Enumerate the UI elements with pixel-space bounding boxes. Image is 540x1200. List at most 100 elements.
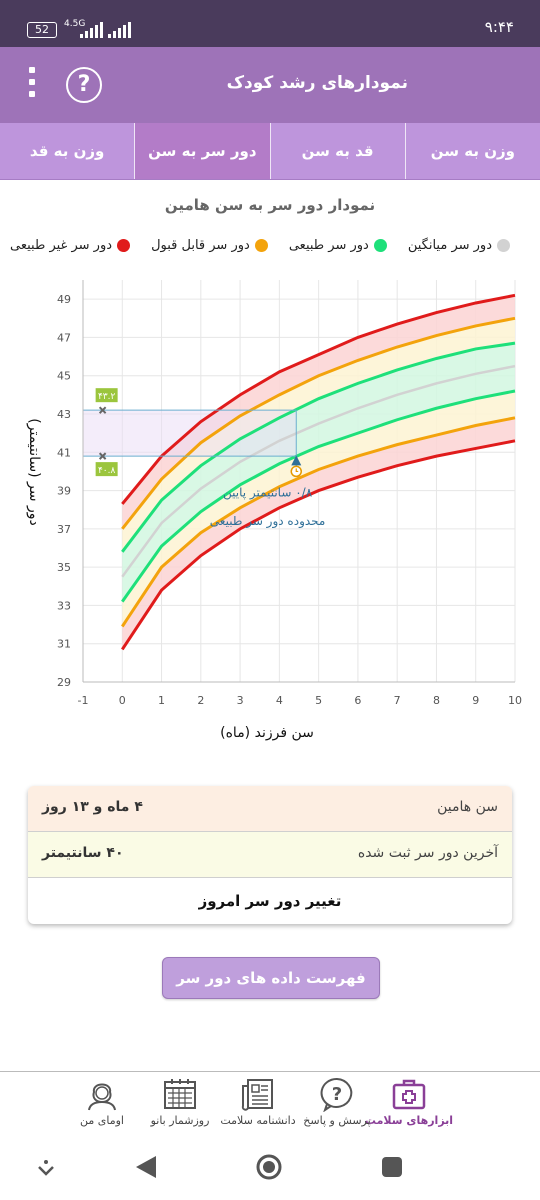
y-axis-title: دور سر (سانتیمتر) — [26, 418, 42, 525]
x-tick-label: -1 — [78, 694, 89, 707]
battery-indicator: 52 — [27, 22, 57, 38]
chart-band — [122, 343, 515, 577]
last-measurement-row: آخرین دور سر ثبت شده ۴۰ سانتیمتر — [28, 832, 512, 878]
user-avatar-icon — [88, 1083, 116, 1111]
tab-height-for-age[interactable]: قد به سن — [269, 123, 405, 179]
x-tick-label: 7 — [394, 694, 401, 707]
nav-q-and-a[interactable]: ? پرسش و پاسخ — [287, 1076, 387, 1127]
legend-label: دور سر قابل قبول — [151, 237, 250, 253]
tab-weight-for-age[interactable]: وزن به سن — [404, 123, 540, 179]
y-tick-label: 33 — [57, 599, 71, 612]
deviation-note-line2: محدوده دور سر طبیعی — [210, 514, 326, 529]
nav-label: دانشنامه سلامت — [220, 1114, 296, 1127]
series-line — [121, 389, 516, 603]
legend-item-acceptable: دور سر قابل قبول — [151, 234, 268, 256]
chart-band — [122, 391, 515, 627]
chart-tabs: وزن به سن قد به سن دور سر به سن وزن به ق… — [0, 123, 540, 180]
age-row: سن هامین ۴ ماه و ۱۳ روز — [28, 786, 512, 832]
chart-band — [122, 295, 515, 529]
x-tick-label: 5 — [315, 694, 322, 707]
signal-strength-icon — [80, 22, 103, 38]
range-high-label-box — [95, 388, 118, 403]
change-head-circumference-button[interactable]: تغییر دور سر امروز — [198, 892, 342, 910]
nav-my-profile[interactable]: اومای من — [52, 1076, 152, 1127]
network-type: 4.5G — [64, 19, 86, 29]
signal-strength-icon-2 — [108, 22, 131, 38]
series-line — [121, 439, 516, 651]
nav-label: روزشمار بانو — [150, 1114, 210, 1127]
status-bar: 52 4.5G ۹:۴۴ — [0, 0, 540, 47]
nav-health-encyclopedia[interactable]: دانشنامه سلامت — [208, 1076, 308, 1127]
legend-dot — [117, 238, 131, 252]
home-icon[interactable] — [255, 1153, 283, 1181]
legend-label: دور سر طبیعی — [288, 237, 369, 253]
series-line — [121, 293, 516, 505]
y-tick-label: 29 — [57, 676, 71, 689]
nav-health-tools[interactable]: ابزارهای سلامت — [359, 1076, 459, 1127]
newspaper-icon — [241, 1079, 273, 1111]
x-tick-label: 6 — [354, 694, 361, 707]
y-tick-label: 39 — [57, 485, 71, 498]
chart-band — [122, 318, 515, 552]
keyboard-hide-icon[interactable] — [36, 1158, 56, 1178]
data-list-button[interactable]: فهرست داده های دور سر هامین — [162, 957, 380, 1027]
nav-label: ابزارهای سلامت — [364, 1114, 454, 1127]
bottom-navigation: ابزارهای سلامت ? پرسش و پاسخ دانشنامه سل… — [0, 1071, 540, 1139]
tab-weight-for-height[interactable]: وزن به قد — [29, 142, 105, 160]
head-circumference-chart: ۴۳.۲ ۴۰.۸ ۰/۸ سانتیمتر پایین محدوده دور سر … — [26, 280, 522, 741]
back-icon[interactable] — [134, 1154, 158, 1180]
x-tick-label: 8 — [433, 694, 440, 707]
tab-head-circumference-for-age[interactable]: دور سر به سن — [134, 123, 270, 179]
svg-text:?: ? — [332, 1084, 342, 1105]
deviation-arrow — [291, 455, 302, 466]
deviation-note-line1: ۰/۸ سانتیمتر پایین — [223, 485, 313, 500]
range-low-marker — [98, 452, 107, 460]
page-title: نمودارهای رشد کودک — [226, 73, 408, 93]
chart-title: نمودار دور سر به سن هامین — [164, 196, 376, 214]
clock: ۹:۴۴ — [484, 18, 514, 36]
legend-dot — [373, 238, 387, 252]
series-line — [121, 316, 516, 530]
x-tick-label: 1 — [158, 694, 165, 707]
y-tick-label: 47 — [57, 331, 71, 344]
x-axis-title: سن فرزند (ماه) — [220, 725, 314, 741]
x-tick-label: 3 — [237, 694, 244, 707]
overflow-menu-icon[interactable] — [20, 67, 44, 107]
nav-label: اومای من — [80, 1114, 124, 1127]
app-bar: ? نمودارهای رشد کودک — [0, 47, 540, 123]
last-measurement-label: آخرین دور سر ثبت شده — [357, 845, 498, 861]
legend-dot — [497, 238, 510, 252]
child-point-clock — [295, 468, 299, 473]
help-icon[interactable]: ? — [66, 67, 102, 103]
first-aid-kit-icon — [392, 1079, 426, 1110]
range-low-label-box — [95, 462, 118, 477]
y-tick-label: 49 — [57, 293, 71, 306]
y-tick-label: 31 — [57, 638, 71, 651]
x-tick-label: 2 — [197, 694, 204, 707]
y-tick-label: 37 — [57, 523, 71, 536]
chart-legend: دور سر غیر طبیعی دور سر قابل قبول دور سر… — [10, 234, 510, 256]
last-measurement-value: ۴۰ سانتیمتر — [42, 845, 124, 861]
legend-item-average: دور سر میانگین — [408, 234, 510, 256]
system-navigation-bar — [0, 1138, 540, 1200]
nav-women-calendar[interactable]: روزشمار بانو — [130, 1076, 230, 1127]
series-line — [121, 341, 516, 553]
legend-item-abnormal: دور سر غیر طبیعی — [10, 234, 131, 256]
range-high-label: ۴۳.۲ — [98, 392, 116, 402]
legend-dot — [254, 238, 268, 252]
age-value: ۴ ماه و ۱۳ روز — [42, 799, 143, 815]
question-bubble-icon: ? — [320, 1077, 353, 1112]
x-tick-label: 10 — [508, 694, 522, 707]
range-high-marker — [98, 406, 107, 414]
series-line — [121, 416, 516, 628]
y-tick-label: 35 — [57, 561, 71, 574]
chart-band — [122, 366, 515, 602]
summary-card: سن هامین ۴ ماه و ۱۳ روز آخرین دور سر ثبت… — [28, 786, 512, 924]
series-line — [121, 364, 516, 578]
legend-label: دور سر غیر طبیعی — [10, 237, 113, 253]
recent-apps-icon[interactable] — [381, 1156, 403, 1178]
x-tick-label: 9 — [472, 694, 479, 707]
x-tick-label: 4 — [276, 694, 283, 707]
legend-label: دور سر میانگین — [407, 237, 492, 253]
y-tick-label: 41 — [57, 446, 71, 459]
